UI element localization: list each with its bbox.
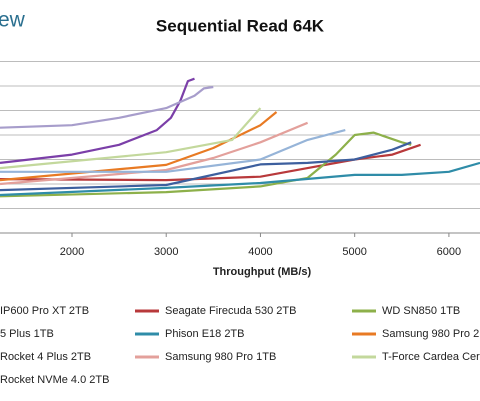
- legend-label: Seagate Firecuda 530 2TB: [165, 305, 296, 317]
- x-tick-label: 2000: [60, 246, 84, 258]
- legend-label: Rocket NVMe 4.0 2TB: [0, 374, 109, 386]
- series-line: [0, 129, 346, 173]
- x-tick-label: 5000: [342, 246, 366, 258]
- legend-label: Phison E18 2TB: [165, 328, 245, 340]
- x-tick-label: 4000: [248, 246, 272, 258]
- legend-label: Rocket 4 Plus 2TB: [0, 351, 91, 363]
- legend-label: WD SN850 1TB: [382, 305, 460, 317]
- series-line: [0, 107, 262, 170]
- legend-label: Samsung 980 Pro 1TB: [165, 351, 276, 363]
- legend-label: 5 Plus 1TB: [0, 328, 54, 340]
- series-line: [0, 111, 278, 182]
- legend-label: IP600 Pro XT 2TB: [0, 305, 89, 317]
- x-axis-label: Throughput (MB/s): [213, 266, 312, 278]
- series-line: [0, 77, 195, 164]
- series-line: [0, 131, 412, 198]
- x-tick-label: 3000: [154, 246, 178, 258]
- legend-label: T-Force Cardea Cer: [382, 351, 480, 363]
- chart-title: Sequential Read 64K: [156, 16, 325, 35]
- series-line: [0, 143, 421, 182]
- x-tick-label: 6000: [437, 246, 461, 258]
- series-line: [0, 85, 214, 129]
- series-line: [0, 141, 412, 192]
- legend-label: Samsung 980 Pro 2: [382, 328, 479, 340]
- series-line: [0, 161, 480, 197]
- series-line: [0, 121, 309, 186]
- logo-text: ew: [0, 9, 26, 32]
